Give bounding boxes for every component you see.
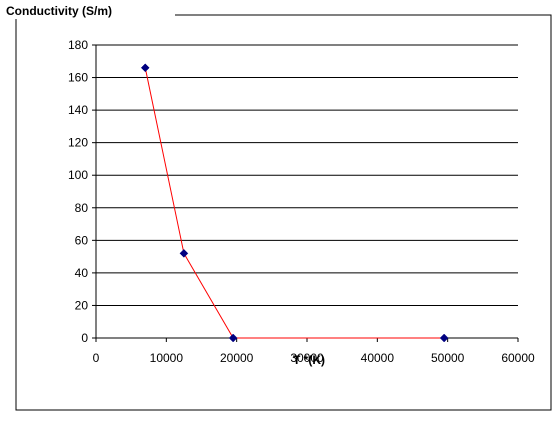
x-tick-label: 10000 (150, 351, 184, 365)
data-point (140, 63, 150, 73)
y-tick-label: 80 (75, 201, 89, 215)
grid-layer (96, 44, 518, 306)
axes-layer (92, 44, 519, 342)
y-tick-label: 40 (75, 266, 89, 280)
x-tick-label: 20000 (220, 351, 254, 365)
x-tick-label: 0 (93, 351, 100, 365)
chart-area-border (15, 14, 552, 411)
series-line (144, 67, 445, 339)
y-tick-label: 160 (68, 71, 88, 85)
data-point (179, 249, 189, 258)
x-axis-title: T *(K) (293, 353, 325, 367)
data-point (228, 333, 238, 343)
y-axis-title: Conductivity (S/m) (6, 4, 112, 18)
x-tick-label: 60000 (501, 351, 535, 365)
y-tick-label: 60 (75, 233, 89, 247)
labels-layer: 0 20 40 60 80 100 120 140 160 180 0 10000 20000 30000… (68, 38, 535, 365)
x-tick-label: 40000 (361, 351, 395, 365)
y-tick-label: 100 (68, 168, 88, 182)
y-tick-label: 120 (68, 136, 88, 150)
y-tick-label: 20 (75, 298, 89, 312)
x-tick-label: 50000 (431, 351, 465, 365)
y-tick-label: 180 (68, 38, 88, 52)
data-point (439, 333, 449, 343)
y-tick-label: 140 (68, 103, 88, 117)
series-layer (140, 63, 449, 343)
y-tick-label: 0 (81, 331, 88, 345)
x-tick-label: 30000 (290, 351, 324, 365)
